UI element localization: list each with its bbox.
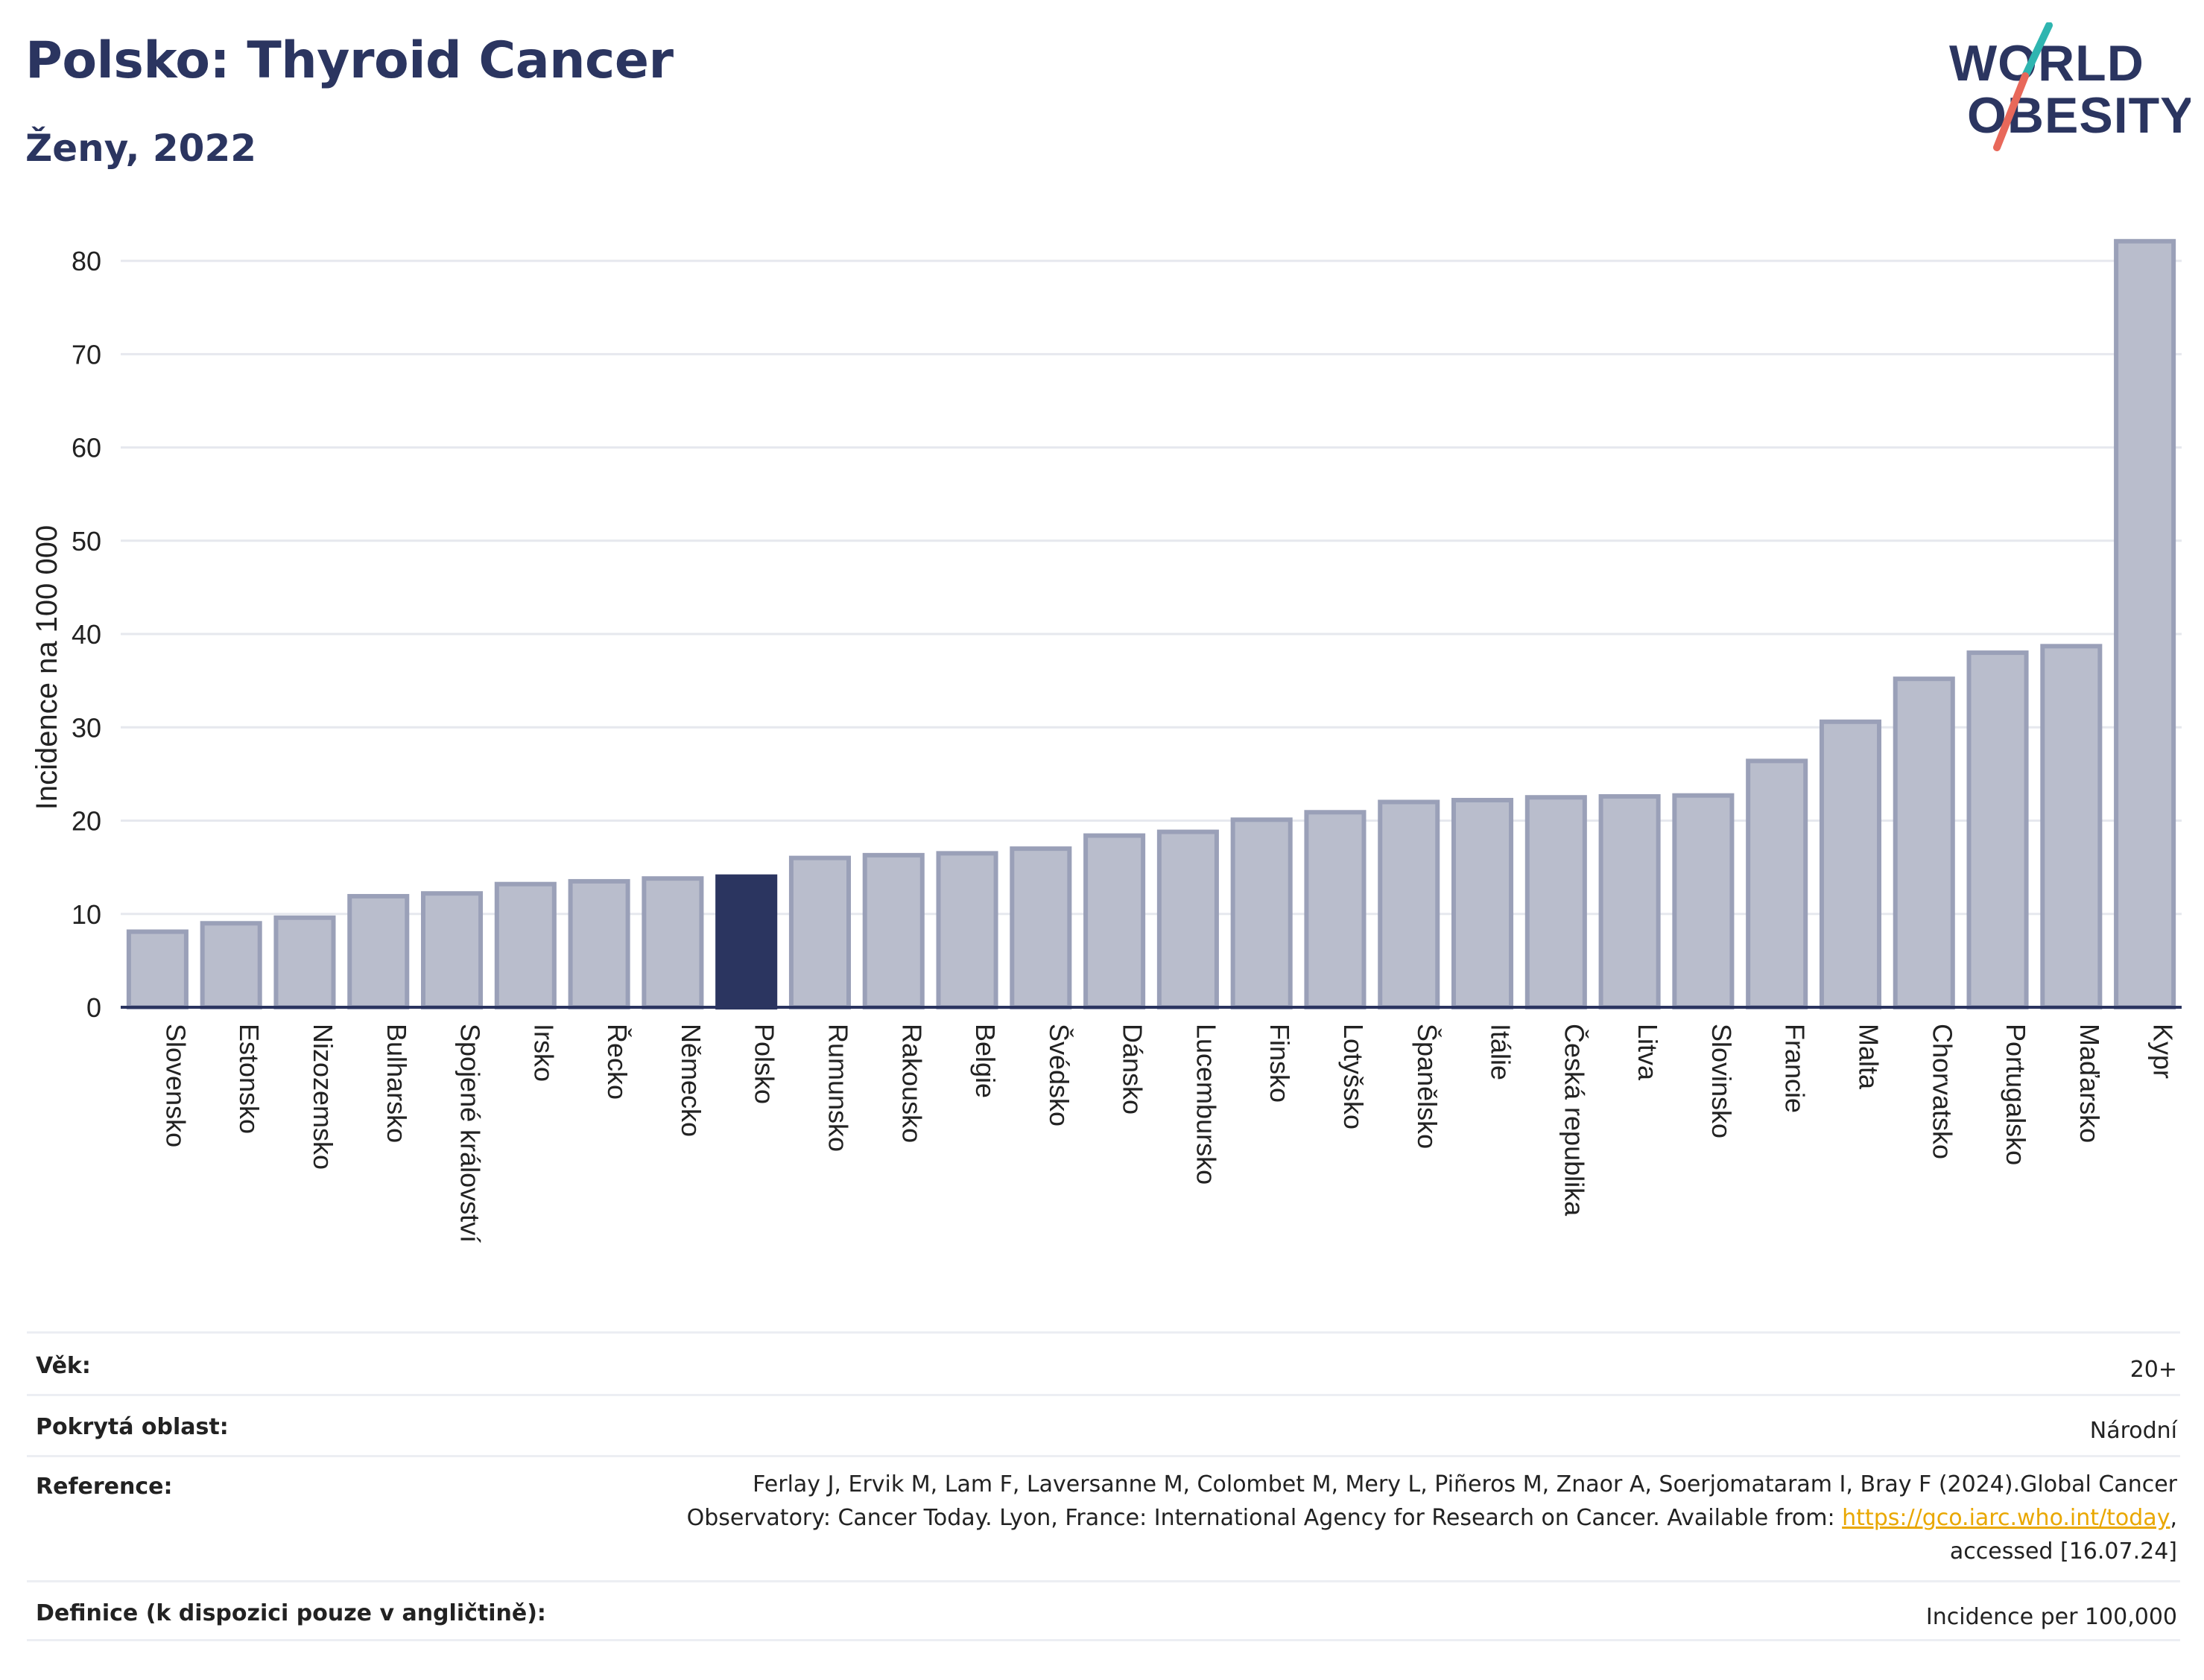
bar-spojené-království[interactable]	[421, 891, 484, 1010]
bar-švédsko[interactable]	[1010, 846, 1072, 1009]
x-tick-label: Maďarsko	[2074, 1024, 2105, 1143]
x-tick-label: Lotyšsko	[1338, 1024, 1369, 1129]
x-tick-label: Dánsko	[1118, 1024, 1148, 1115]
bar-finsko[interactable]	[1230, 817, 1293, 1009]
x-tick-label: Irsko	[528, 1024, 559, 1082]
reference-line-3: accessed [16.07.24]	[1949, 1538, 2177, 1565]
x-tick-label: Česká republika	[1559, 1024, 1589, 1217]
x-tick-label: Lucembursko	[1191, 1024, 1221, 1185]
bar-litva[interactable]	[1598, 793, 1661, 1009]
bar-česká-republika[interactable]	[1524, 795, 1587, 1009]
bar-rumunsko[interactable]	[788, 855, 851, 1009]
reference-line-2: Observatory: Cancer Today. Lyon, France:…	[686, 1505, 1843, 1531]
x-tick-label: Portugalsko	[2001, 1024, 2031, 1165]
bar-irsko[interactable]	[494, 881, 557, 1010]
y-axis-ticks: 0 10 20 30 40 50 60 70 80	[72, 246, 101, 1023]
x-tick-label: Itálie	[1486, 1024, 1516, 1080]
bar-lucembursko[interactable]	[1156, 829, 1219, 1009]
bar-chorvatsko[interactable]	[1893, 676, 1955, 1010]
meta-label-age: Věk:	[36, 1353, 91, 1379]
x-tick-label: Španělsko	[1412, 1024, 1443, 1149]
meta-label-reference: Reference:	[36, 1474, 173, 1500]
bar-belgie[interactable]	[936, 851, 998, 1009]
bar-slovinsko[interactable]	[1672, 793, 1735, 1009]
bar-francie[interactable]	[1746, 758, 1808, 1009]
world-obesity-logo: WORLD OBESITY	[1949, 22, 2191, 151]
x-tick-label: Polsko	[750, 1024, 780, 1104]
bar-maďarsko[interactable]	[2040, 644, 2103, 1009]
logo-slash-top	[2021, 22, 2053, 80]
bars	[126, 238, 2176, 1010]
bar-estonsko[interactable]	[200, 921, 262, 1009]
logo-text-world: WORLD	[1949, 35, 2144, 92]
x-axis-labels: Slovensko Estonsko Nizozemsko Bulharsko Spoj…	[160, 1024, 2178, 1243]
meta-row-age: Věk: 20+	[27, 1331, 2180, 1394]
meta-label-definition: Definice (k dispozici pouze v angličtině…	[36, 1600, 546, 1626]
bar-rakousko[interactable]	[862, 852, 925, 1009]
x-tick-label: Belgie	[970, 1024, 1001, 1098]
x-tick-label: Malta	[1853, 1024, 1884, 1090]
y-tick-label: 80	[72, 246, 101, 276]
y-tick-label: 10	[72, 899, 101, 930]
x-tick-label: Rakousko	[896, 1024, 927, 1143]
bar-německo[interactable]	[642, 876, 704, 1010]
metadata-table: Věk: 20+ Pokrytá oblast: Národní Referen…	[27, 1331, 2180, 1641]
x-tick-label: Litva	[1633, 1024, 1663, 1081]
meta-value-coverage: Národní	[2089, 1418, 2177, 1444]
meta-value-age: 20+	[2129, 1357, 2177, 1383]
x-tick-label: Finsko	[1264, 1024, 1295, 1103]
x-tick-label: Švédsko	[1044, 1024, 1074, 1126]
x-tick-label: Spojené království	[455, 1024, 486, 1243]
y-tick-label: 60	[72, 433, 101, 463]
meta-value-definition: Incidence per 100,000	[1925, 1604, 2177, 1630]
page-title: Polsko: Thyroid Cancer	[25, 31, 674, 90]
x-tick-label: Slovensko	[160, 1024, 191, 1147]
x-tick-label: Chorvatsko	[1927, 1024, 1957, 1159]
y-tick-label: 40	[72, 619, 101, 650]
x-tick-label: Kypr	[2148, 1024, 2179, 1079]
y-tick-label: 0	[86, 992, 101, 1023]
bar-slovensko[interactable]	[126, 929, 189, 1009]
bar-nizozemsko[interactable]	[273, 915, 336, 1009]
reference-line-1: Ferlay J, Ervik M, Lam F, Laversanne M, …	[753, 1471, 2177, 1497]
bar-malta[interactable]	[1819, 719, 1881, 1009]
bar-španělsko[interactable]	[1378, 799, 1440, 1009]
page-subtitle: Ženy, 2022	[25, 127, 257, 170]
x-tick-label: Slovinsko	[1706, 1024, 1737, 1138]
logo-slash-bottom	[1993, 72, 2029, 151]
meta-value-reference: Ferlay J, Ervik M, Lam F, Laversanne M, …	[687, 1468, 2180, 1568]
bar-kypr[interactable]	[2114, 238, 2176, 1009]
bar-dánsko[interactable]	[1083, 833, 1146, 1009]
x-tick-label: Estonsko	[234, 1024, 265, 1134]
x-tick-label: Francie	[1780, 1024, 1811, 1113]
meta-row-definition: Definice (k dispozici pouze v angličtině…	[27, 1580, 2180, 1641]
y-tick-label: 50	[72, 526, 101, 557]
meta-row-reference: Reference: Ferlay J, Ervik M, Lam F, Lav…	[27, 1455, 2180, 1580]
x-tick-label: Nizozemsko	[308, 1024, 338, 1170]
reference-line-2-end: ,	[2170, 1505, 2177, 1531]
y-tick-label: 70	[72, 339, 101, 370]
y-tick-label: 20	[72, 806, 101, 837]
reference-link[interactable]: https://gco.iarc.who.int/today	[1842, 1505, 2170, 1531]
x-tick-label: Řecko	[602, 1024, 633, 1100]
x-tick-label: Německo	[676, 1024, 706, 1137]
y-axis-label: Incidence na 100 000	[31, 525, 63, 811]
meta-row-coverage: Pokrytá oblast: Národní	[27, 1394, 2180, 1455]
y-tick-label: 30	[72, 712, 101, 743]
bar-chart: 0 10 20 30 40 50 60 70 80 Slovensko Estonsko Nizoz…	[31, 238, 2182, 1243]
bar-itálie[interactable]	[1451, 797, 1514, 1009]
x-tick-label: Rumunsko	[823, 1024, 853, 1152]
bar-bulharsko[interactable]	[347, 893, 410, 1010]
bar-lotyšsko[interactable]	[1304, 810, 1367, 1009]
meta-label-coverage: Pokrytá oblast:	[36, 1414, 229, 1440]
bar-portugalsko[interactable]	[1966, 650, 2029, 1009]
bar-řecko[interactable]	[568, 878, 630, 1010]
x-tick-label: Bulharsko	[381, 1024, 412, 1143]
bar-polsko[interactable]	[715, 874, 778, 1010]
